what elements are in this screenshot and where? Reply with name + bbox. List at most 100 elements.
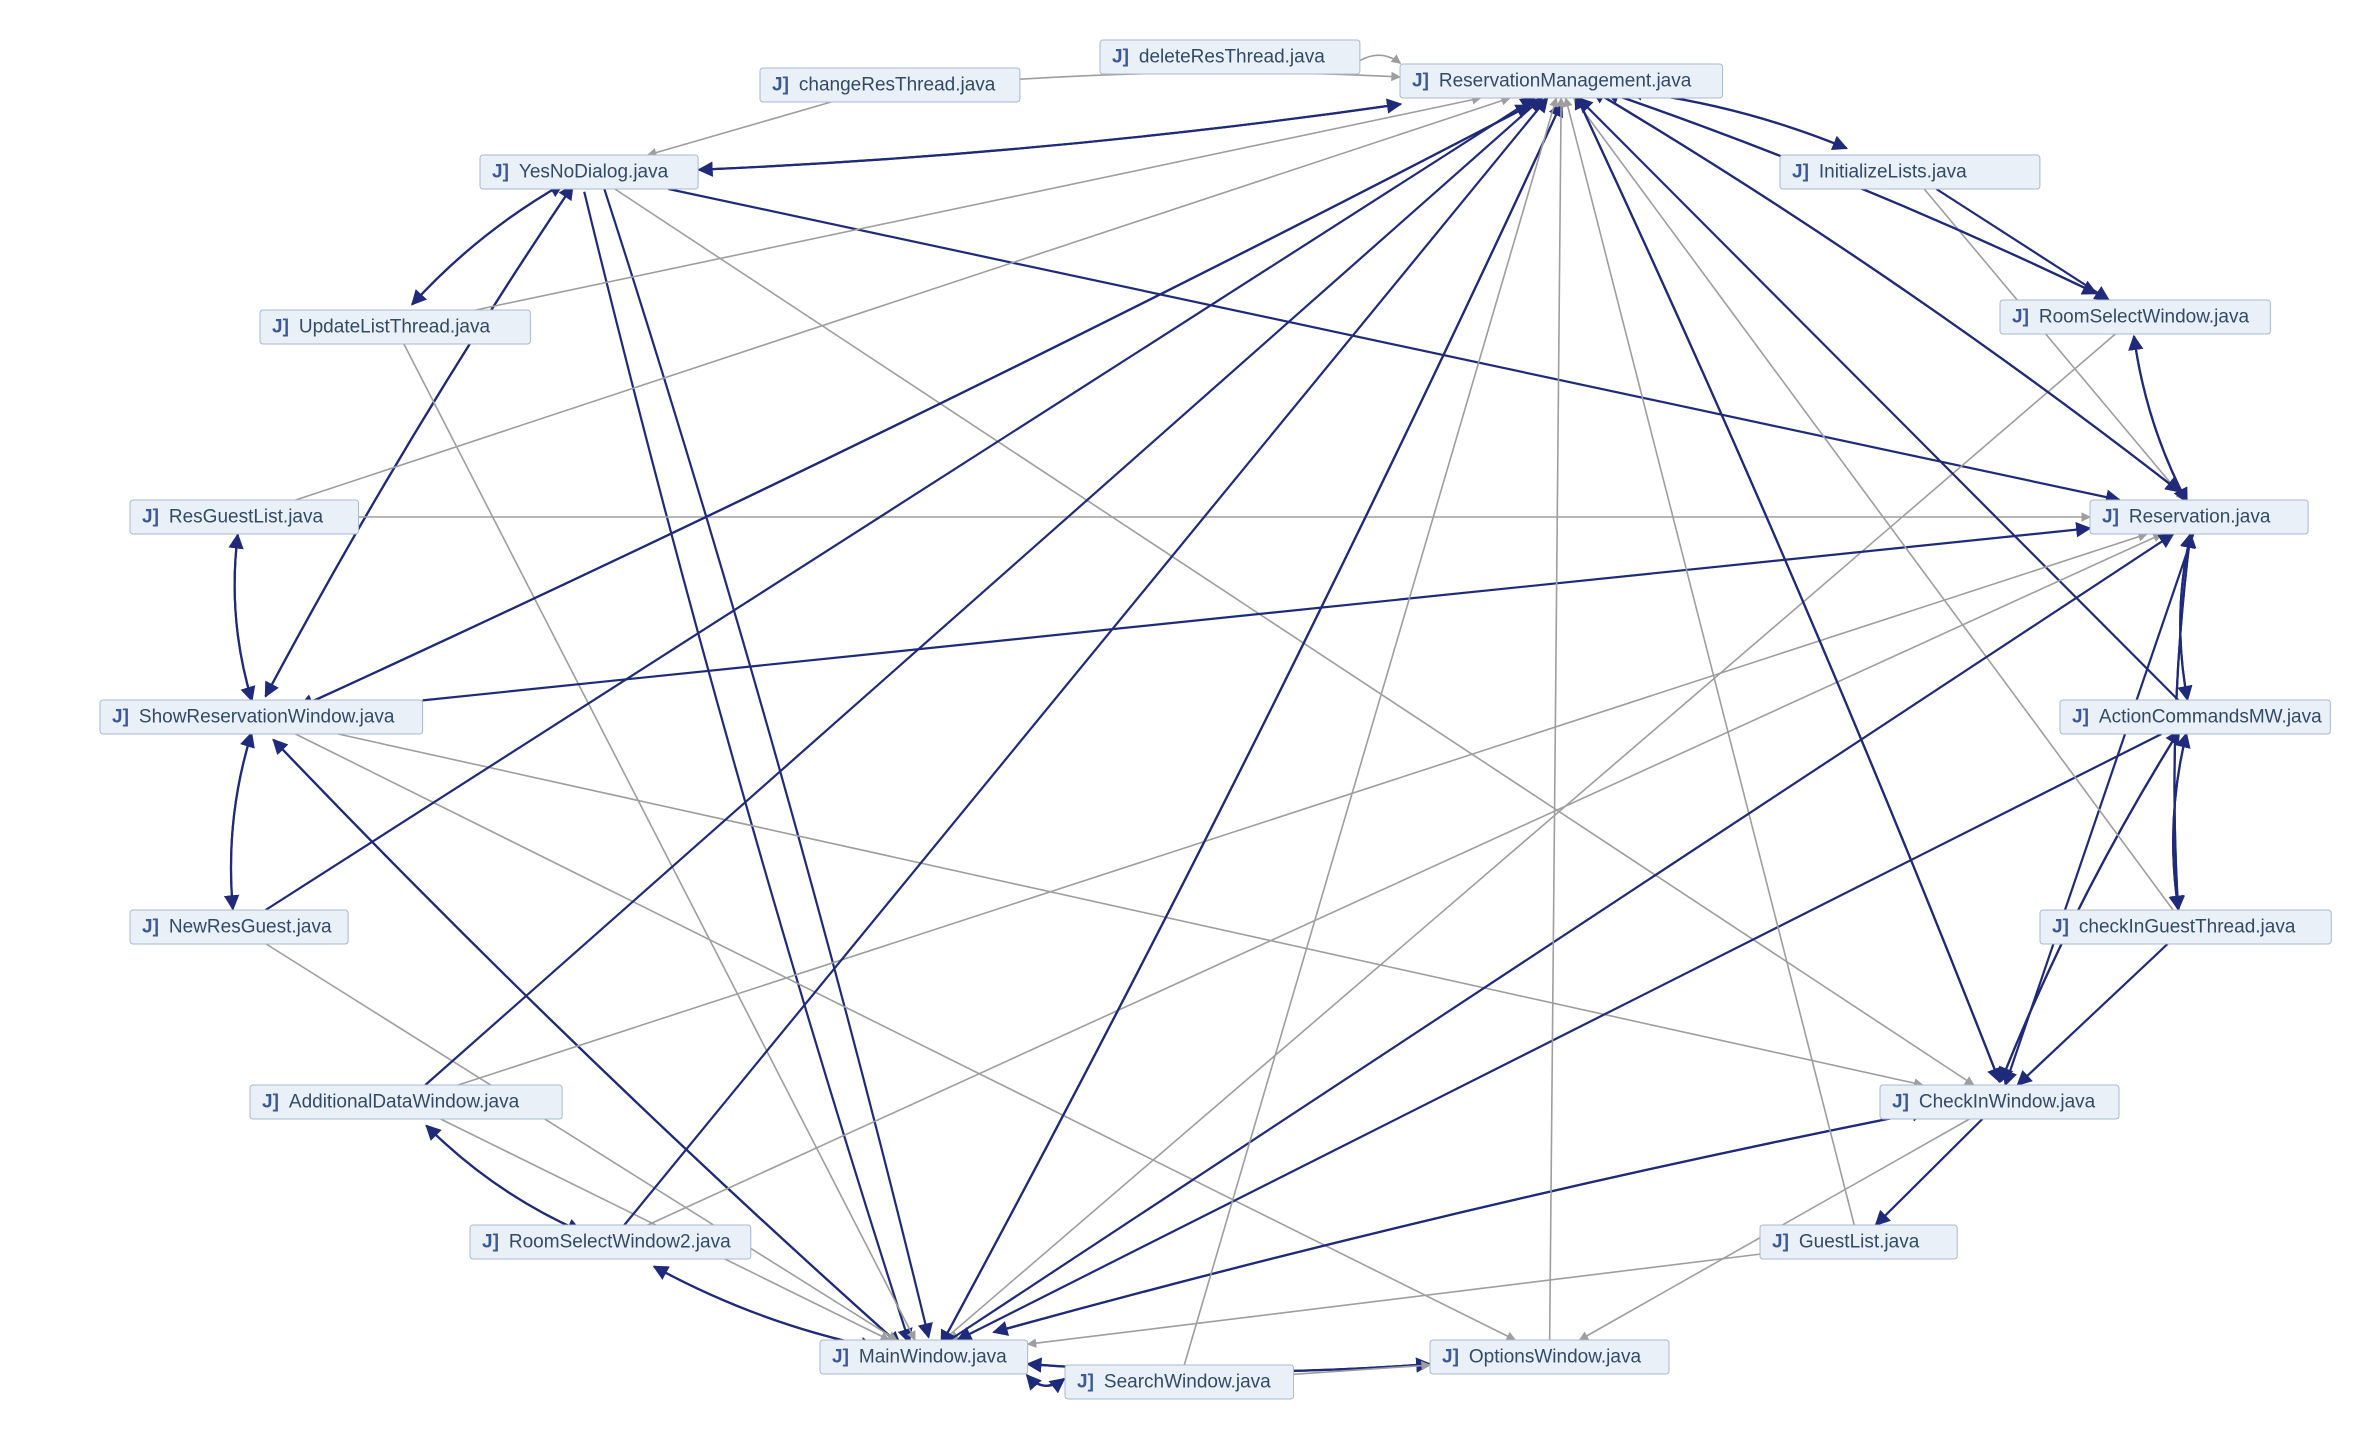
file-node[interactable]: J] RoomSelectWindow2.java [470,1225,751,1259]
dependency-edge [624,98,1547,1225]
file-node[interactable]: J] deleteResThread.java [1100,40,1360,74]
file-node[interactable]: J] ShowReservationWindow.java [100,700,423,734]
java-file-icon: J] [832,1347,849,1368]
java-file-icon: J] [1892,1092,1909,1113]
file-node-label: ShowReservationWindow.java [139,707,395,728]
file-node[interactable]: J] MainWindow.java [820,1340,1028,1374]
file-node-label: RoomSelectWindow2.java [509,1232,731,1253]
dependency-edge [458,534,2147,1085]
dependency-edge [266,944,897,1340]
java-file-icon: J] [2072,707,2089,728]
file-node[interactable]: J] checkInGuestThread.java [2040,910,2331,944]
node-layer: J] deleteResThread.java J] changeResThread.… [100,40,2331,1399]
file-node[interactable]: J] YesNoDialog.java [480,155,698,189]
file-node-label: ResGuestList.java [169,507,324,528]
java-file-icon: J] [1792,162,1809,183]
dependency-edge [648,534,2162,1225]
file-node-label: AdditionalDataWindow.java [289,1092,520,1113]
file-node[interactable]: J] InitializeLists.java [1780,155,2040,189]
file-node-label: checkInGuestThread.java [2079,917,2296,938]
dependency-edge [235,535,252,701]
file-node[interactable]: J] ActionCommandsMW.java [2060,700,2330,734]
java-file-icon: J] [112,707,129,728]
java-file-icon: J] [142,917,159,938]
file-node-label: MainWindow.java [859,1347,1007,1368]
file-node-label: YesNoDialog.java [519,162,669,183]
dependency-edge [1605,92,2096,294]
dependency-edge [2001,730,2179,1081]
dependency-edge [648,102,831,155]
java-file-icon: J] [1772,1232,1789,1253]
file-node[interactable]: J] OptionsWindow.java [1430,1340,1669,1374]
dependency-edge [266,185,573,696]
file-node-label: ActionCommandsMW.java [2099,707,2322,728]
dependency-edge [423,528,2090,700]
dependency-edge [2018,944,2168,1085]
dependency-edge [994,1111,1926,1332]
java-file-icon: J] [2052,917,2069,938]
file-node-label: InitializeLists.java [1819,162,1967,183]
java-file-icon: J] [482,1232,499,1253]
file-node[interactable]: J] AdditionalDataWindow.java [250,1085,562,1119]
file-node-label: changeResThread.java [799,75,996,96]
file-node[interactable]: J] CheckInWindow.java [1880,1085,2119,1119]
dependency-edge [944,334,2116,1340]
dependency-edge [231,733,252,909]
dependency-edge [1924,189,2185,500]
java-file-icon: J] [272,317,289,338]
dependency-edge [300,105,1531,707]
dependency-edge [1184,98,1556,1365]
dependency-edge [266,185,573,696]
dependency-edge [2001,730,2179,1081]
file-node[interactable]: J] SearchWindow.java [1065,1365,1294,1399]
file-node[interactable]: J]Reservation.java [2090,500,2308,534]
java-file-icon: J] [772,75,789,96]
file-node[interactable]: J] GuestList.java [1760,1225,1957,1259]
file-node-label: UpdateListThread.java [299,317,491,338]
dependency-edge [584,192,909,1343]
file-node[interactable]: J] NewResGuest.java [130,910,348,944]
file-node[interactable]: J] UpdateListThread.java [260,310,530,344]
file-node-label: CheckInWindow.java [1919,1092,2096,1113]
file-node-label: RoomSelectWindow.java [2039,307,2250,328]
file-node-label: GuestList.java [1799,1232,1920,1253]
file-node[interactable]: J] changeResThread.java [760,68,1020,102]
file-node-label: ReservationManagement.java [1439,71,1692,92]
dependency-edge [425,98,1542,1085]
java-file-icon: J] [1077,1372,1094,1393]
file-node-label: SearchWindow.java [1104,1372,1271,1393]
file-node[interactable]: J] RoomSelectWindow.java [2000,300,2270,334]
dependency-edge [1876,1119,1983,1225]
dependency-edge [412,184,563,305]
dependency-edge [235,535,252,701]
dependency-edge [338,734,1923,1085]
dependency-edge [412,184,563,305]
dependency-edge [1936,189,2108,300]
dependency-edge [426,1126,581,1232]
file-node-label: OptionsWindow.java [1469,1347,1642,1368]
dependency-edge [1027,1375,1064,1386]
edge-layer [231,55,2193,1386]
dependency-graph: J] deleteResThread.java J] changeResThread.… [0,0,2368,1434]
dependency-edge [1360,55,1400,63]
java-file-icon: J] [142,507,159,528]
dependency-edge [1605,92,2096,294]
java-file-icon: J] [2102,507,2119,528]
file-node[interactable]: J] ReservationManagement.java [1400,64,1723,98]
dependency-edge [1550,98,1561,1340]
java-file-icon: J] [1412,71,1429,92]
dependency-edge [1574,98,2173,910]
dependency-edge [603,186,928,1337]
java-file-icon: J] [492,162,509,183]
dependency-edge [426,1126,581,1232]
java-file-icon: J] [1112,47,1129,68]
file-node-label: deleteResThread.java [1139,47,1325,68]
java-file-icon: J] [2012,307,2029,328]
dependency-edge [300,105,1531,707]
dependency-edge [1566,98,1855,1225]
file-node-label: NewResGuest.java [169,917,332,938]
file-node[interactable]: J] ResGuestList.java [130,500,359,534]
java-file-icon: J] [262,1092,279,1113]
dependency-edge [476,98,1481,310]
java-file-icon: J] [1442,1347,1459,1368]
